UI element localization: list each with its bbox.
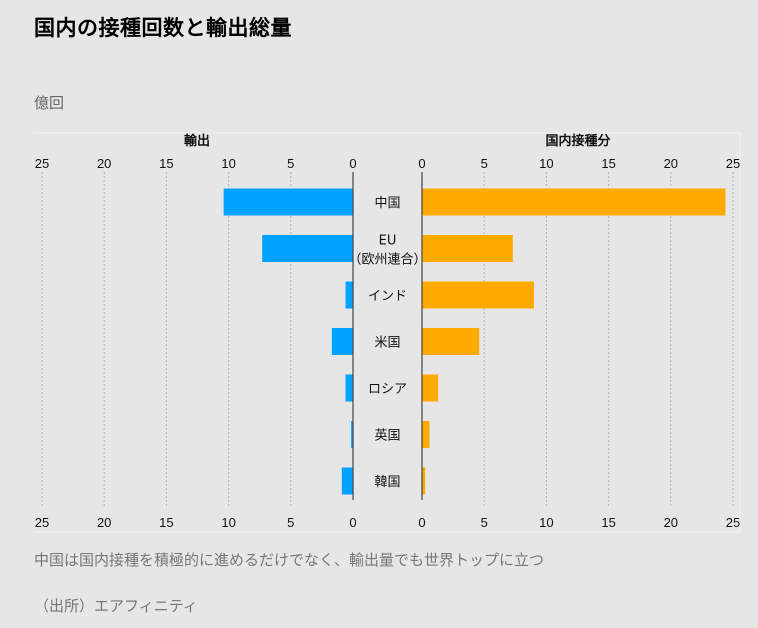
bar-domestic [422,281,534,309]
chart-note: 中国は国内接種を積極的に進めるだけでなく、輸出量でも世界トップに立つ [34,551,545,569]
tick-label-right-top: 25 [726,156,740,171]
bar-domestic [422,374,439,402]
bar-export [341,467,353,495]
category-label: 米国 [374,336,400,351]
tick-label-left-bottom: 25 [35,515,49,530]
tick-label-left-bottom: 5 [287,515,294,530]
bar-export [262,235,353,262]
tick-labels: 0 0 0 0 5 5 5 5 10 10 10 10 15 15 15 15 20 20 20 20 25 25 25 25 [35,156,740,530]
bar-domestic [422,188,726,216]
tick-label-left-bottom: 20 [97,515,111,530]
tick-label-right-bottom: 10 [539,515,553,530]
tick-label-left-top: 0 [349,156,356,171]
right-panel-title: 国内接種分 [545,133,610,149]
tick-label-left-bottom: 10 [221,515,235,530]
bar-domestic [422,328,480,355]
butterfly-chart: 輸出 国内接種分 0 0 0 0 5 5 5 5 10 10 10 10 15 15 15 15 20 20 20 2… [34,132,741,533]
bars [223,188,726,495]
tick-label-left-top: 10 [221,156,235,171]
tick-label-right-top: 15 [601,156,615,171]
tick-label-left-bottom: 0 [349,515,356,530]
tick-label-left-top: 5 [287,156,294,171]
tick-label-right-bottom: 20 [664,515,678,530]
bar-export [345,374,353,402]
bar-export [223,188,353,216]
tick-label-right-bottom: 25 [726,515,740,530]
tick-label-left-bottom: 15 [159,515,173,530]
category-label: 英国 [374,429,400,444]
tick-label-right-top: 0 [418,156,425,171]
category-label: （欧州連合） [348,253,426,268]
tick-label-left-top: 25 [35,156,49,171]
unit-label: 億回 [34,94,65,112]
bar-domestic [422,421,430,448]
chart-source: （出所）エアフィニティ [34,597,198,615]
tick-label-right-top: 10 [539,156,553,171]
left-panel-title: 輸出 [184,133,210,149]
tick-label-right-bottom: 0 [418,515,425,530]
grid-lines [41,172,734,508]
category-label: 韓国 [374,475,400,490]
tick-label-left-top: 15 [159,156,173,171]
category-label: インド [368,289,407,304]
bar-domestic [422,235,513,262]
tick-label-right-bottom: 15 [601,515,615,530]
category-label: 中国 [374,196,400,211]
bar-export [345,281,353,309]
category-label: EU [379,234,397,249]
bar-domestic [422,467,426,495]
bar-export [331,328,353,355]
tick-label-left-top: 20 [97,156,111,171]
category-label: ロシア [368,382,407,397]
chart-title: 国内の接種回数と輸出総量 [34,16,292,40]
bar-export [351,421,353,448]
tick-label-right-top: 20 [664,156,678,171]
tick-label-right-top: 5 [481,156,488,171]
tick-label-right-bottom: 5 [481,515,488,530]
